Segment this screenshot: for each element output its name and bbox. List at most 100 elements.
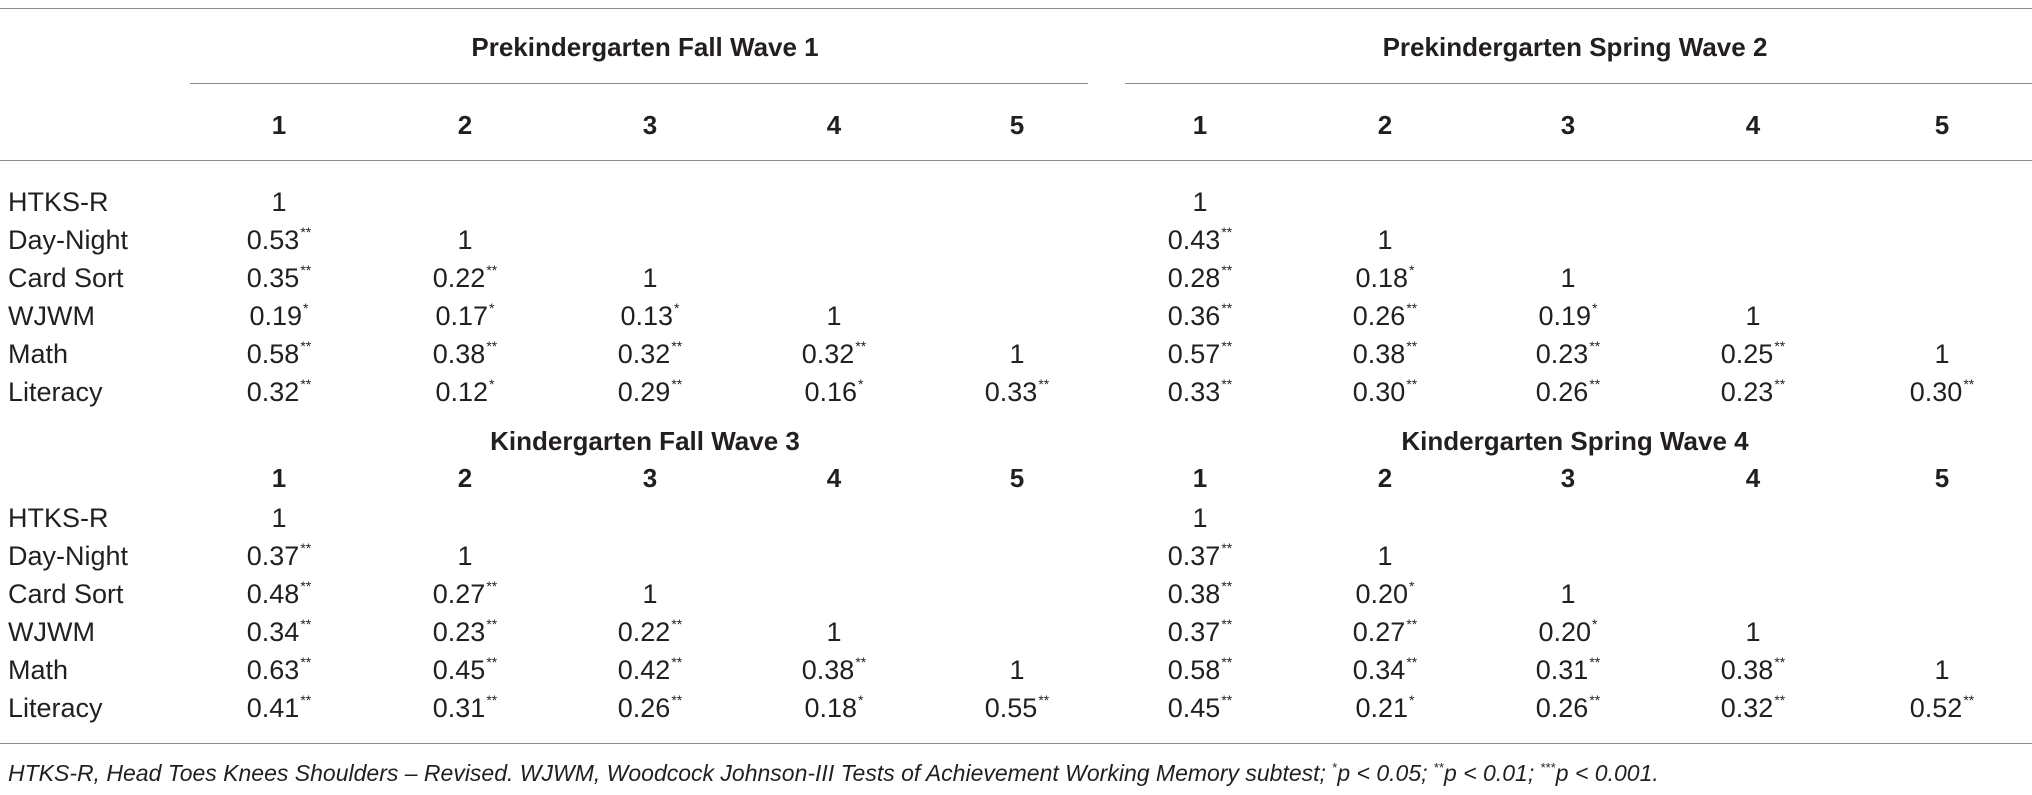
significance-mark: ** [486, 262, 498, 278]
footnote-text: HTKS-R, Head Toes Knees Shoulders – Revi… [8, 760, 1333, 786]
group2-underline [1125, 83, 2032, 84]
correlation-cell: 0.26** [618, 692, 683, 722]
correlation-cell: 0.58** [247, 339, 311, 368]
correlation-cell: 1 [1009, 341, 1024, 368]
table-footnote: HTKS-R, Head Toes Knees Shoulders – Revi… [8, 760, 1659, 786]
significance-mark: ** [855, 338, 867, 354]
cell-value: 0.19 [1538, 301, 1592, 331]
cell-value: 0.32 [246, 377, 300, 407]
correlation-cell: 0.33** [984, 377, 1049, 407]
correlation-cell: 0.27** [432, 578, 498, 609]
significance-mark: ** [671, 692, 683, 708]
group-title: Kindergarten Spring Wave 4 [1401, 426, 1749, 456]
significance-mark: ** [1589, 376, 1601, 392]
correlation-cell: 0.20* [1538, 616, 1598, 647]
row-label: WJWM [8, 617, 95, 647]
significance-mark: ** [1221, 578, 1233, 594]
correlation-cell: 1 [1377, 227, 1392, 254]
cell-value: 0.33 [984, 377, 1038, 407]
cell-value: 0.31 [1535, 655, 1589, 685]
column-number: 4 [1745, 110, 1761, 140]
cell-value: 1 [1934, 339, 1950, 369]
significance-mark: ** [1221, 338, 1233, 354]
group1-underline [190, 83, 1088, 84]
correlation-cell: 1 [1192, 505, 1207, 532]
significance-mark: ** [1038, 692, 1050, 708]
significance-mark: ** [486, 578, 498, 594]
row-label: WJWM [8, 301, 95, 331]
significance-mark: ** [1589, 654, 1601, 670]
correlation-cell: 1 [1934, 341, 1949, 368]
significance-mark: ** [671, 376, 683, 392]
cell-value: 0.45 [432, 655, 486, 685]
correlation-cell: 0.33** [1168, 377, 1232, 406]
significance-mark: * [489, 300, 495, 316]
cell-value: 0.38 [1720, 655, 1774, 685]
correlation-cell: 0.57** [1168, 338, 1233, 368]
column-number: 5 [1009, 110, 1025, 140]
correlation-cell: 0.63** [247, 655, 311, 684]
correlation-cell: 0.48** [247, 579, 311, 608]
correlation-cell: 0.55** [985, 692, 1050, 722]
cell-value: 0.19 [249, 301, 303, 331]
cell-value: 0.27 [432, 579, 486, 609]
correlation-cell: 0.45** [1167, 693, 1232, 723]
cell-value: 0.52 [1909, 693, 1963, 723]
row-label: Day-Night [8, 225, 129, 255]
correlation-cell: 1 [1934, 657, 1949, 684]
correlation-cell: 0.36** [1168, 300, 1233, 330]
cell-value: 1 [642, 263, 658, 293]
significance-mark: ** [300, 616, 312, 632]
sig-text-3: p < 0.001. [1555, 760, 1659, 786]
cell-value: 0.20 [1538, 617, 1592, 647]
row-label: Card Sort [8, 579, 124, 609]
correlation-cell: 0.38** [1168, 578, 1233, 608]
cell-value: 0.34 [1352, 655, 1406, 685]
significance-mark: * [858, 376, 864, 392]
correlation-cell: 1 [271, 505, 286, 532]
cell-value: 1 [1560, 263, 1576, 293]
significance-mark: * [1592, 616, 1598, 632]
column-number: 5 [1009, 463, 1025, 493]
correlation-cell: 0.19* [1538, 301, 1597, 331]
significance-mark: ** [1774, 692, 1786, 708]
cell-value: 0.58 [1167, 655, 1221, 685]
correlation-cell: 0.31** [433, 693, 497, 722]
correlation-cell: 0.32** [802, 338, 867, 368]
cell-value: 1 [1745, 617, 1761, 647]
correlation-cell: 0.26** [1353, 301, 1417, 330]
group-title: Prekindergarten Fall Wave 1 [471, 32, 819, 62]
correlation-cell: 1 [1560, 581, 1575, 608]
cell-value: 0.38 [1352, 339, 1406, 369]
cell-value: 0.25 [1720, 339, 1774, 369]
significance-mark: * [1409, 262, 1415, 278]
header-bottom-rule [0, 160, 2032, 161]
significance-mark: ** [1221, 540, 1233, 556]
cell-value: 0.18 [804, 693, 858, 723]
correlation-cell: 1 [642, 265, 657, 292]
correlation-cell: 0.30** [1910, 377, 1974, 406]
cell-value: 1 [457, 225, 473, 255]
significance-mark: ** [1221, 300, 1233, 316]
cell-value: 0.45 [1167, 693, 1221, 723]
cell-value: 0.20 [1355, 579, 1409, 609]
sig-mark-3: *** [1540, 760, 1556, 775]
cell-value: 0.53 [246, 225, 300, 255]
cell-value: 0.12 [435, 377, 489, 407]
column-number: 4 [1745, 463, 1761, 493]
correlation-cell: 0.52** [1909, 693, 1974, 723]
significance-mark: ** [855, 654, 867, 670]
significance-mark: ** [300, 376, 312, 392]
significance-mark: ** [300, 262, 312, 278]
sig-mark-1: * [1332, 760, 1338, 775]
cell-value: 0.32 [617, 339, 671, 369]
cell-value: 0.38 [801, 655, 855, 685]
group-title: Kindergarten Fall Wave 3 [490, 426, 800, 456]
correlation-cell: 0.34** [247, 616, 312, 646]
significance-mark: * [489, 376, 495, 392]
cell-value: 0.32 [1720, 693, 1774, 723]
significance-mark: ** [300, 224, 312, 240]
correlation-cell: 1 [1377, 543, 1392, 570]
cell-value: 0.26 [1535, 693, 1589, 723]
cell-value: 0.43 [1167, 225, 1221, 255]
